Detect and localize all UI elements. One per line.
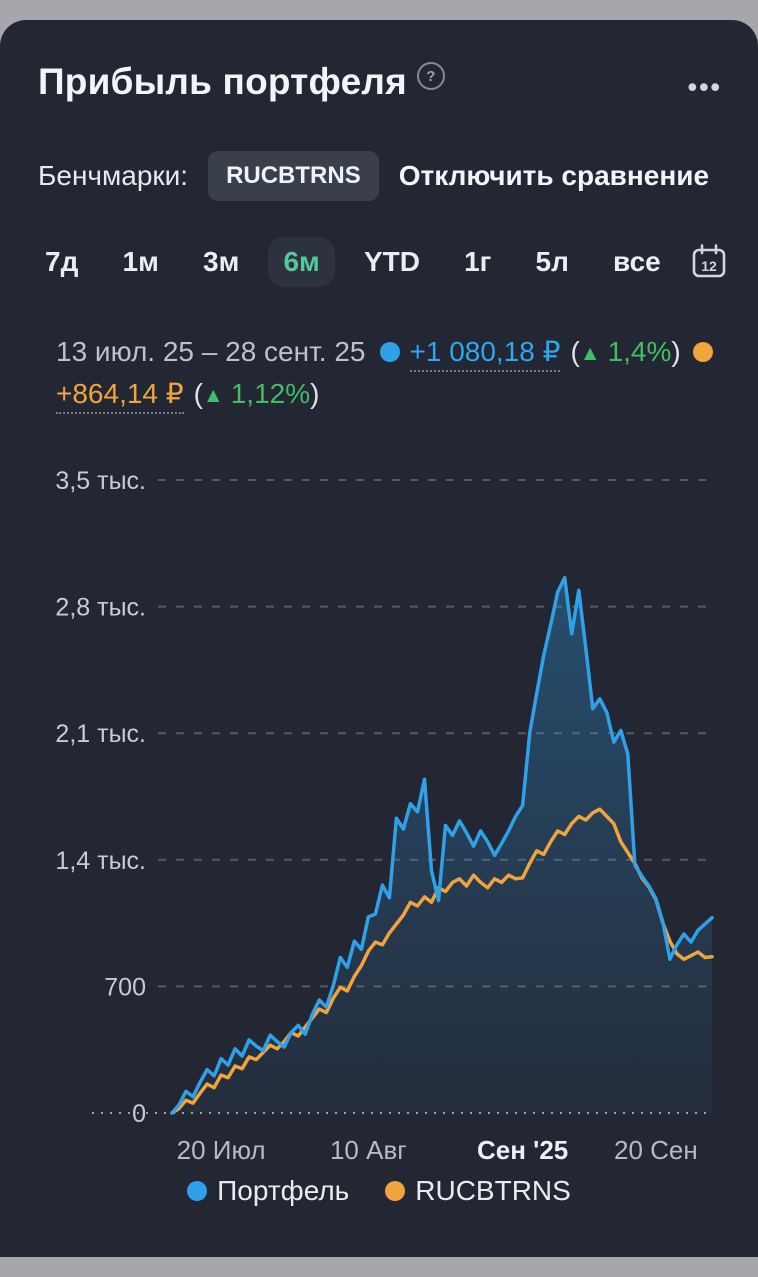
- portfolio-dot-icon: [379, 341, 400, 362]
- benchmark-chip[interactable]: RUCBTRNS: [208, 150, 379, 201]
- series-line-RUCBTRNS: [170, 807, 714, 1115]
- date-range: 13 июл. 25 – 28 сент. 25: [56, 335, 366, 367]
- calendar-day-label: 12: [701, 258, 717, 274]
- x-tick-label: 20 Сен: [614, 1135, 698, 1165]
- y-tick-label: 3,5 тыс.: [55, 467, 146, 495]
- x-tick-label: 20 Июл: [177, 1135, 266, 1165]
- open-paren-2: (: [193, 377, 203, 409]
- close-paren-2: ): [310, 377, 320, 409]
- range-tab-3м[interactable]: 3м: [188, 237, 254, 287]
- portfolio-change-percent: 1,4%: [607, 335, 672, 367]
- up-arrow-icon-2: ▲: [202, 383, 224, 407]
- chart-legend: Портфель RUCBTRNS: [0, 1175, 758, 1207]
- legend-label: Портфель: [217, 1174, 350, 1206]
- benchmarks-row: Бенчмарки: RUCBTRNS Отключить сравнение: [0, 150, 758, 201]
- chart-svg[interactable]: 0 700 1,4 тыс. 2,1 тыс. 2,8 тыс. 3,5 тыс. 20 И…: [0, 425, 758, 1173]
- range-tabs: 7д 1м 3м 6м YTD 1г 5л все 12: [0, 236, 758, 287]
- y-tick-label: 0: [132, 1100, 146, 1128]
- disable-comparison-button[interactable]: Отключить сравнение: [398, 159, 710, 191]
- range-tab-все[interactable]: все: [598, 237, 676, 287]
- y-tick-label: 1,4 тыс.: [55, 846, 146, 874]
- benchmark-change-percent: 1,12%: [230, 377, 311, 409]
- calendar-button[interactable]: 12: [690, 243, 728, 281]
- range-tab-5л[interactable]: 5л: [521, 237, 584, 287]
- legend-item-Портфель[interactable]: Портфель: [187, 1175, 349, 1207]
- range-tab-1м[interactable]: 1м: [108, 237, 174, 287]
- profit-chart[interactable]: 0 700 1,4 тыс. 2,1 тыс. 2,8 тыс. 3,5 тыс. 20 И…: [0, 425, 758, 1173]
- legend-label: RUCBTRNS: [415, 1174, 571, 1206]
- more-menu-icon[interactable]: •••: [688, 62, 722, 101]
- header: Прибыль портфеля ? •••: [0, 61, 758, 103]
- up-arrow-icon: ▲: [579, 341, 601, 365]
- benchmark-dot-icon: [692, 341, 713, 362]
- portfolio-area-fill: [172, 577, 712, 1113]
- legend-dot-icon: [187, 1180, 208, 1201]
- y-tick-label: 2,8 тыс.: [55, 593, 146, 621]
- benchmark-change-value[interactable]: +864,14 ₽: [56, 377, 184, 414]
- help-icon[interactable]: ?: [416, 62, 445, 90]
- page-title: Прибыль портфеля: [38, 61, 407, 102]
- calendar-icon: 12: [692, 243, 726, 277]
- range-tab-1г[interactable]: 1г: [449, 237, 506, 287]
- x-tick-label: Сен '25: [477, 1135, 568, 1165]
- legend-dot-icon: [385, 1180, 406, 1201]
- y-tick-label: 2,1 тыс.: [55, 720, 146, 748]
- y-tick-label: 700: [104, 973, 146, 1001]
- benchmarks-label: Бенчмарки:: [38, 159, 189, 191]
- close-paren: ): [671, 335, 681, 367]
- portfolio-profit-card: Прибыль портфеля ? ••• Бенчмарки: RUCBTR…: [0, 20, 758, 1257]
- series-line-Портфель: [170, 575, 714, 1115]
- open-paren: (: [570, 335, 580, 367]
- summary: 13 июл. 25 – 28 сент. 25 +1 080,18 ₽ (▲ 1,4…: [0, 331, 758, 415]
- portfolio-change-value[interactable]: +1 080,18 ₽: [409, 335, 561, 372]
- x-tick-label: 10 Авг: [330, 1135, 407, 1165]
- range-tab-6м[interactable]: 6м: [268, 236, 335, 287]
- range-tab-YTD[interactable]: YTD: [349, 237, 435, 287]
- legend-item-RUCBTRNS[interactable]: RUCBTRNS: [385, 1175, 571, 1207]
- range-tab-7д[interactable]: 7д: [30, 237, 93, 287]
